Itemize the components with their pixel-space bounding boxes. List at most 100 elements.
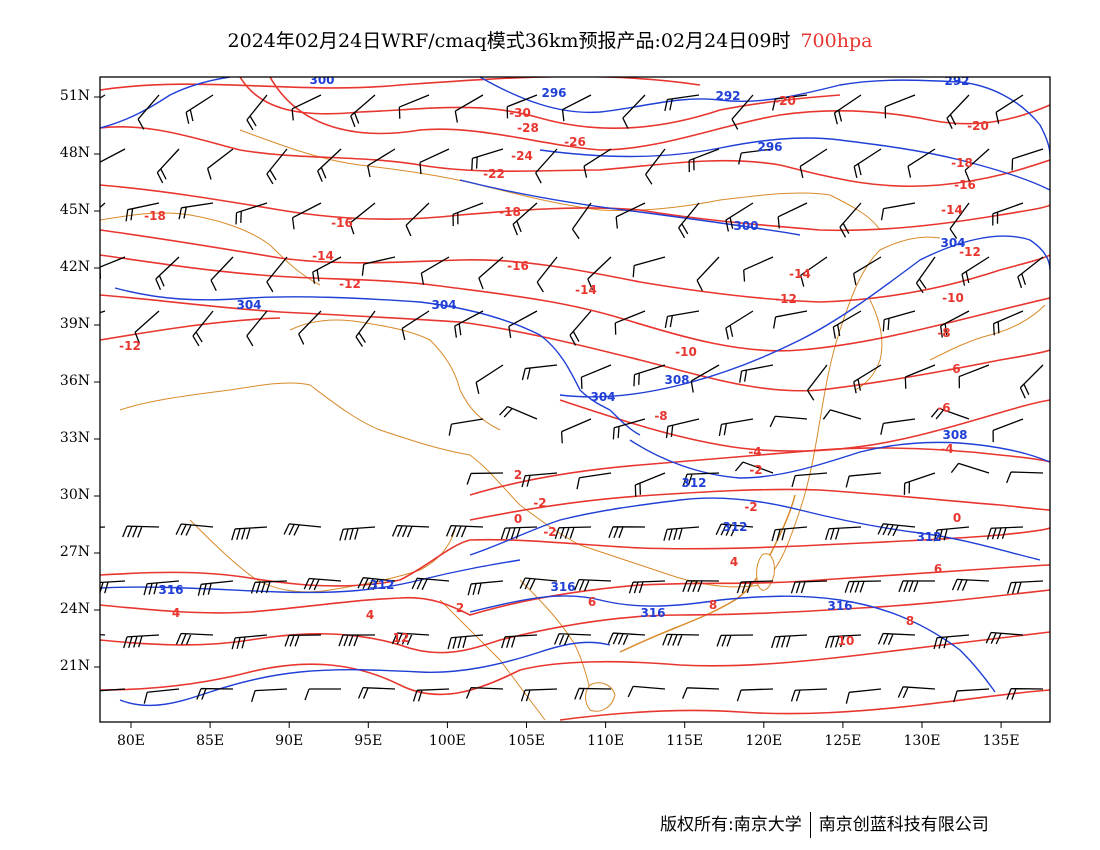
wind-barb xyxy=(291,202,322,230)
temperature-label: 4 xyxy=(730,555,738,569)
wind-barb xyxy=(951,578,990,591)
wind-barb xyxy=(478,256,504,290)
lon-tick-label: 85E xyxy=(196,733,225,749)
wind-barb xyxy=(736,688,774,702)
wind-barb xyxy=(612,418,646,440)
wind-barb xyxy=(853,148,882,179)
title-level: 700hpa xyxy=(800,30,873,52)
geopotential-label: 304 xyxy=(940,236,965,250)
geopotential-contour xyxy=(100,77,231,129)
wind-barb xyxy=(143,688,180,704)
temperature-label: -10 xyxy=(675,345,697,359)
temperature-label: 6 xyxy=(934,562,942,576)
geopotential-label: 304 xyxy=(236,298,261,312)
temperature-label: 12 xyxy=(393,631,410,645)
wind-barb xyxy=(1017,256,1044,289)
wind-barb xyxy=(419,148,450,175)
lon-tick-label: 120E xyxy=(745,733,783,749)
geopotential-contour-labels: 300 296 292 292 296 300 304 304 304 304 308 308 312 3… xyxy=(158,77,969,620)
temperature-label: -4 xyxy=(748,445,761,459)
temperature-label: -8 xyxy=(654,409,667,423)
temperature-label: -14 xyxy=(941,203,963,217)
lon-tick-label: 115E xyxy=(666,733,704,749)
wind-barb xyxy=(682,580,720,593)
wind-barb xyxy=(665,418,700,439)
wind-barb xyxy=(466,472,504,485)
temperature-contour xyxy=(100,184,1050,232)
wind-barb xyxy=(678,202,700,239)
wind-barb xyxy=(833,94,862,125)
wind-barb xyxy=(391,632,430,645)
wind-barb xyxy=(946,94,970,129)
temperature-contour xyxy=(100,317,1050,452)
lon-tick-label: 130E xyxy=(903,733,941,749)
temperature-contour xyxy=(100,564,1050,616)
geopotential-contour xyxy=(459,179,801,236)
lon-tick-label: 90E xyxy=(275,733,304,749)
wind-barb xyxy=(250,580,288,594)
geopotential-label: 292 xyxy=(715,89,740,103)
wind-barb xyxy=(985,631,1024,645)
temperature-contour xyxy=(100,631,1050,696)
wind-barb xyxy=(357,577,396,591)
geopotential-label: 316 xyxy=(640,606,665,620)
wind-barb xyxy=(884,94,916,119)
wind-barb xyxy=(475,364,504,394)
temperature-label: 8 xyxy=(709,598,717,612)
footer-right: 南京创蓝科技有限公司 xyxy=(818,815,989,835)
wind-barb xyxy=(197,580,234,596)
lat-tick-label: 42N xyxy=(59,259,90,275)
wind-barb xyxy=(958,364,990,389)
temperature-label: -20 xyxy=(967,119,989,133)
temperature-label: -2 xyxy=(543,525,556,539)
wind-barb xyxy=(412,688,450,702)
wind-barb xyxy=(964,148,990,182)
geopotential-contours xyxy=(100,77,1050,707)
wind-barb xyxy=(304,688,342,701)
wind-barb xyxy=(100,202,106,236)
wind-barb xyxy=(777,202,808,229)
wind-barb xyxy=(266,256,288,293)
wind-barb xyxy=(125,202,160,222)
temperature-contour xyxy=(100,126,1050,188)
lat-tick-label: 39N xyxy=(59,316,90,332)
geopotential-label: 308 xyxy=(942,428,967,442)
wind-barb xyxy=(877,632,916,646)
wind-barb xyxy=(143,580,180,596)
lat-tick-label: 33N xyxy=(59,430,90,446)
geopotential-label: 304 xyxy=(590,390,615,404)
lon-tick-label: 125E xyxy=(824,733,862,749)
wind-barb xyxy=(512,202,538,236)
wind-barb xyxy=(682,687,720,699)
geopotential-label: 304 xyxy=(431,298,456,312)
wind-barb xyxy=(339,526,376,541)
temperature-label: -2 xyxy=(533,496,546,510)
wind-barb xyxy=(520,688,558,702)
lon-tick-label: 80E xyxy=(116,733,146,749)
wind-barb xyxy=(411,577,450,590)
temperature-label: -22 xyxy=(483,167,505,181)
geopotential-label: 296 xyxy=(757,140,782,154)
wind-barb xyxy=(696,256,720,292)
lat-tick-label: 48N xyxy=(59,145,90,161)
wind-barb xyxy=(662,633,700,646)
copyright-footer: 版权所有:南京大学 南京创蓝科技有限公司 xyxy=(660,810,989,838)
wind-barb xyxy=(178,202,214,220)
wind-barb xyxy=(915,256,936,294)
wind-barb xyxy=(844,580,882,593)
wind-barb xyxy=(391,524,430,538)
wind-barb xyxy=(196,687,234,700)
wind-barb xyxy=(401,310,430,340)
wind-barb xyxy=(122,525,160,538)
temperature-label: -2 xyxy=(749,463,762,477)
wind-barb xyxy=(508,310,538,338)
geopotential-contour xyxy=(100,559,521,594)
wind-barb xyxy=(852,256,882,286)
geopotential-label: 312 xyxy=(916,530,941,544)
wind-barb xyxy=(246,94,268,131)
wind-barb xyxy=(627,685,666,698)
wind-barb xyxy=(447,634,484,650)
temperature-label: -30 xyxy=(509,106,531,120)
wind-barb xyxy=(405,202,430,237)
lat-tick-label: 24N xyxy=(59,601,90,617)
